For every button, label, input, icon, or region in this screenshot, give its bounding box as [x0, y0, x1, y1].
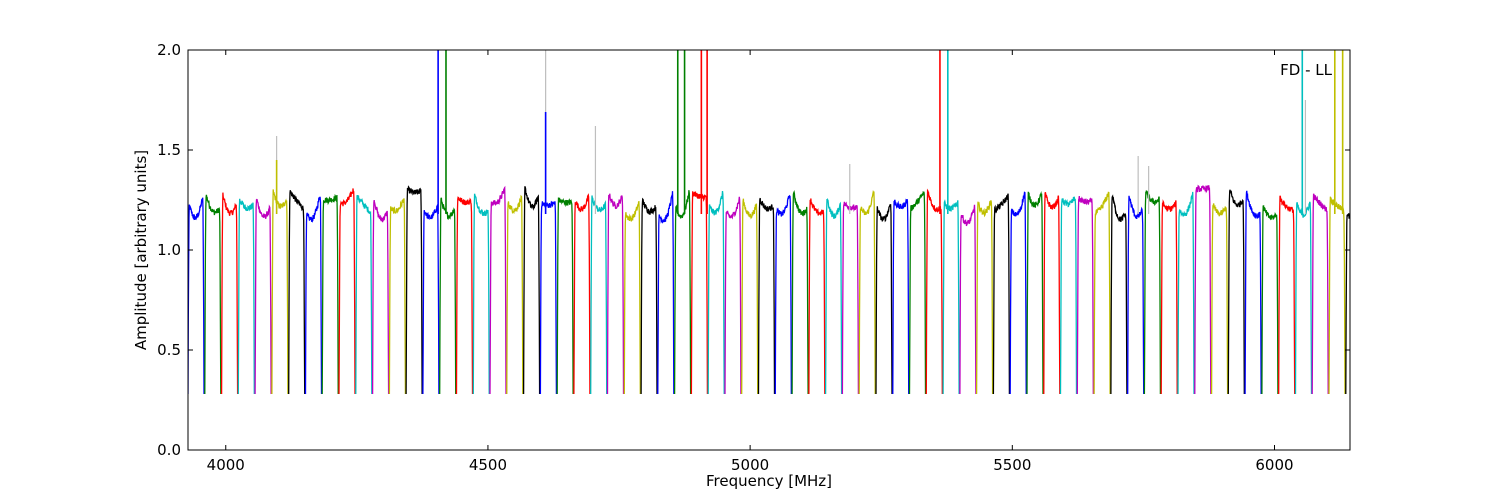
- channel-series-line: [959, 204, 977, 395]
- channel-series-line: [606, 193, 625, 395]
- panel-annotation: FD - LL: [1280, 61, 1332, 79]
- channel-series-line: [556, 197, 574, 395]
- plot-area: [188, 50, 1350, 450]
- channel-series-line: [1043, 192, 1061, 395]
- channel-series-line: [1227, 189, 1245, 395]
- channel-series-line: [774, 194, 792, 395]
- x-tick-label: 4000: [207, 456, 245, 474]
- channel-series-line: [975, 200, 994, 395]
- x-tick-label: 6000: [1255, 456, 1293, 474]
- channel-series-line: [640, 197, 658, 395]
- channel-series-line: [757, 197, 776, 395]
- channel-series-line: [1009, 191, 1027, 395]
- channel-series-line: [321, 193, 339, 395]
- x-tick-label: 5000: [731, 456, 769, 474]
- channel-series-line: [539, 200, 558, 395]
- ticks-layer: 4000 4500 5000 5500 6000 0.0 0.5 1.0 1.5 2.0: [157, 41, 1350, 474]
- channel-series-line: [942, 199, 960, 395]
- channel-series-line: [1210, 203, 1229, 395]
- channel-series-line: [1278, 195, 1296, 395]
- x-tick-label: 5500: [993, 456, 1031, 474]
- channel-series-line: [724, 196, 742, 395]
- y-tick-label: 0.5: [157, 341, 181, 359]
- channel-series-line: [590, 195, 608, 395]
- channel-series-line: [1160, 199, 1178, 395]
- channel-series-line: [1076, 196, 1094, 395]
- channel-series-line: [623, 200, 641, 395]
- channel-series-line: [1110, 194, 1128, 395]
- channel-series-line: [288, 190, 306, 395]
- channel-series-line: [992, 193, 1011, 395]
- channel-series-line: [1177, 191, 1195, 395]
- channel-series-line: [1294, 201, 1313, 395]
- channel-series-line: [808, 198, 826, 395]
- channel-series-line: [858, 189, 876, 395]
- y-axis-label: Amplitude [arbitrary units]: [132, 150, 150, 350]
- series-layer: [188, 50, 1350, 395]
- x-axis-label: Frequency [MHz]: [706, 472, 832, 490]
- channel-series-line: [422, 204, 440, 395]
- channel-series-line: [1143, 190, 1162, 395]
- channel-series-line: [573, 193, 591, 395]
- channel-series-line: [220, 192, 239, 395]
- channel-series-line: [1194, 184, 1212, 395]
- channel-series-line: [824, 197, 843, 395]
- channel-series-line: [355, 195, 373, 395]
- channel-series-line: [522, 186, 541, 395]
- channel-series-line: [791, 189, 809, 395]
- channel-series-line: [1244, 190, 1262, 395]
- channel-series-line: [1311, 193, 1329, 395]
- x-tick-label: 4500: [469, 456, 507, 474]
- channel-series-line: [439, 197, 457, 395]
- y-tick-label: 2.0: [157, 41, 181, 59]
- channel-series-line: [506, 194, 524, 395]
- channel-series-line: [908, 190, 927, 395]
- y-tick-label: 1.5: [157, 141, 181, 159]
- channel-series-line: [338, 188, 356, 395]
- channel-series-line: [707, 191, 725, 395]
- channel-series-line: [472, 193, 490, 395]
- channel-series-line: [1345, 213, 1350, 395]
- channel-series-line: [741, 198, 759, 395]
- channel-series-line: [304, 196, 323, 395]
- channel-series-line: [1026, 190, 1044, 395]
- channel-series-line: [1127, 195, 1145, 395]
- channel-series-line: [388, 198, 407, 395]
- channel-series-line: [489, 185, 507, 395]
- channel-series-line: [657, 191, 675, 395]
- channel-series-line: [271, 189, 289, 395]
- y-tick-label: 0.0: [157, 441, 181, 459]
- channel-series-line: [892, 198, 910, 395]
- y-tick-label: 1.0: [157, 241, 181, 259]
- channel-series-line: [841, 201, 860, 395]
- channel-series-line: [1093, 191, 1111, 395]
- channel-series-line: [1261, 205, 1279, 395]
- channel-series-line: [875, 204, 893, 395]
- channel-series-line: [371, 200, 390, 395]
- channel-series-line: [254, 198, 272, 395]
- channel-series-line: [204, 194, 222, 395]
- channel-series-line: [455, 196, 474, 395]
- channel-series-line: [1059, 196, 1078, 395]
- channel-series-line: [405, 185, 423, 395]
- channel-series-line: [188, 197, 205, 395]
- channel-series-line: [690, 191, 709, 395]
- channel-series-line: [237, 198, 255, 395]
